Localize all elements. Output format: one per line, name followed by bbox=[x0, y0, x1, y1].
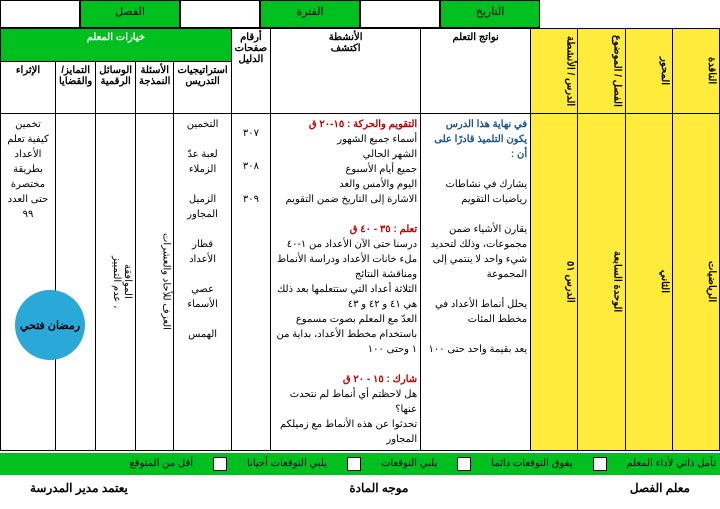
class-label: الفصل bbox=[80, 0, 180, 28]
act-s1-title: التقويم والحركة : ١٥-٢٠ ق bbox=[274, 117, 417, 132]
tools-header: الوسائل الرقمية bbox=[96, 61, 136, 113]
opt-2: يلبي التوقعات bbox=[381, 458, 437, 469]
strategies-header: استراتيجيات التدريس bbox=[174, 61, 231, 113]
period-label: الفترة bbox=[260, 0, 360, 28]
top-header: التاريخ الفترة الفصل bbox=[0, 0, 720, 28]
outcome-3: يحلل أنماط الأعداد في مخطط المئات bbox=[424, 297, 527, 327]
activities-header: الأنشطة اكتشف bbox=[271, 29, 421, 114]
col-topic: الفصل / الموضوع bbox=[578, 29, 625, 114]
col-axis: المحور bbox=[625, 29, 672, 114]
col-lesson: الدرس / الأنشطة bbox=[531, 29, 578, 114]
strategies-content: التخمين لعبة عدّ الزملاء الزميل المجاور … bbox=[174, 113, 231, 450]
checkbox-2[interactable] bbox=[457, 457, 471, 471]
diff-header: التمايز/ والقضايا bbox=[56, 61, 96, 113]
diff-content bbox=[56, 113, 96, 450]
semester-cell: الثاني bbox=[625, 113, 672, 450]
modelq-header: الأسئلة النمذجة bbox=[136, 61, 174, 113]
outcome-2: يقارن الأشياء ضمن مجموعات، وذلك لتحديد ش… bbox=[424, 222, 527, 282]
date-label: التاريخ bbox=[440, 0, 540, 28]
outcome-4: يعد بقيمة واحد حتى ١٠٠ bbox=[424, 342, 527, 357]
outcomes-header: نواتج التعلم bbox=[421, 29, 531, 114]
checkbox-1[interactable] bbox=[593, 457, 607, 471]
act-s3-body: هل لاحظتم أي أنماط لم نتحدث عنها؟ تحدثوا… bbox=[274, 387, 417, 447]
opt-1: يفوق التوقعات دائما bbox=[491, 458, 572, 469]
teacher-opts-header: خيارات المعلم bbox=[1, 29, 232, 62]
act-s2-body: درسنا حتى الآن الأعداد من ١-٤٠ ملء خانات… bbox=[274, 237, 417, 357]
unit-cell: الوحدة السابعة bbox=[578, 113, 625, 450]
pages-header: أرقام صفحات الدليل bbox=[231, 29, 270, 114]
activities-content: التقويم والحركة : ١٥-٢٠ ق أسماء جميع الش… bbox=[271, 113, 421, 450]
tools-content: الموافقة ، عدم التمييز bbox=[96, 113, 136, 450]
page-3: ٣٠٩ bbox=[235, 194, 267, 205]
sig-principal: يعتمد مدير المدرسة bbox=[30, 481, 128, 495]
checkbox-4[interactable] bbox=[213, 457, 227, 471]
sig-teacher: معلم الفصل bbox=[630, 481, 690, 495]
col-critical: الناقدة bbox=[672, 29, 719, 114]
outcome-1: يشارك في نشاطات رياضيات التقويم bbox=[424, 177, 527, 207]
author-stamp: رمضان فتحي bbox=[15, 290, 85, 360]
lesson-plan-table: الناقدة المحور الفصل / الموضوع الدرس / ا… bbox=[0, 28, 720, 451]
self-assessment-bar: تأمل ذاتي لأداء المعلم يفوق التوقعات دائ… bbox=[0, 453, 720, 475]
subject-cell: الرياضيات bbox=[672, 113, 719, 450]
sig-supervisor: موجه المادة bbox=[349, 481, 408, 495]
checkbox-3[interactable] bbox=[347, 457, 361, 471]
act-s1-body: أسماء جميع الشهور الشهر الحالي جميع أيام… bbox=[274, 132, 417, 207]
enrich-header: الإثراء bbox=[1, 61, 56, 113]
opt-4: أقل من المتوقع bbox=[129, 458, 193, 469]
enrich-content: تخمين كيفية تعلم الأعداد بطريقة مختصرة ح… bbox=[1, 113, 56, 450]
lesson-cell: الدرس ٥١ bbox=[531, 113, 578, 450]
act-s2-title: تعلم : ٣٥ - ٤٠ ق bbox=[274, 222, 417, 237]
self-label: تأمل ذاتي لأداء المعلم bbox=[627, 458, 716, 469]
outcomes-intro: في نهاية هذا الدرس يكون التلميذ قادرًا ع… bbox=[424, 117, 527, 162]
page-1: ٣٠٧ bbox=[235, 128, 267, 139]
pages-content: ٣٠٧ ٣٠٨ ٣٠٩ bbox=[231, 113, 270, 450]
modelq-content: العزف للأحاد والعشرات bbox=[136, 113, 174, 450]
opt-3: يلبي التوقعات أحيانا bbox=[247, 458, 327, 469]
act-s3-title: شارك : ١٥ - ٢٠ ق bbox=[274, 372, 417, 387]
signatures-row: معلم الفصل موجه المادة يعتمد مدير المدرس… bbox=[0, 475, 720, 501]
outcomes-content: في نهاية هذا الدرس يكون التلميذ قادرًا ع… bbox=[421, 113, 531, 450]
page-2: ٣٠٨ bbox=[235, 161, 267, 172]
